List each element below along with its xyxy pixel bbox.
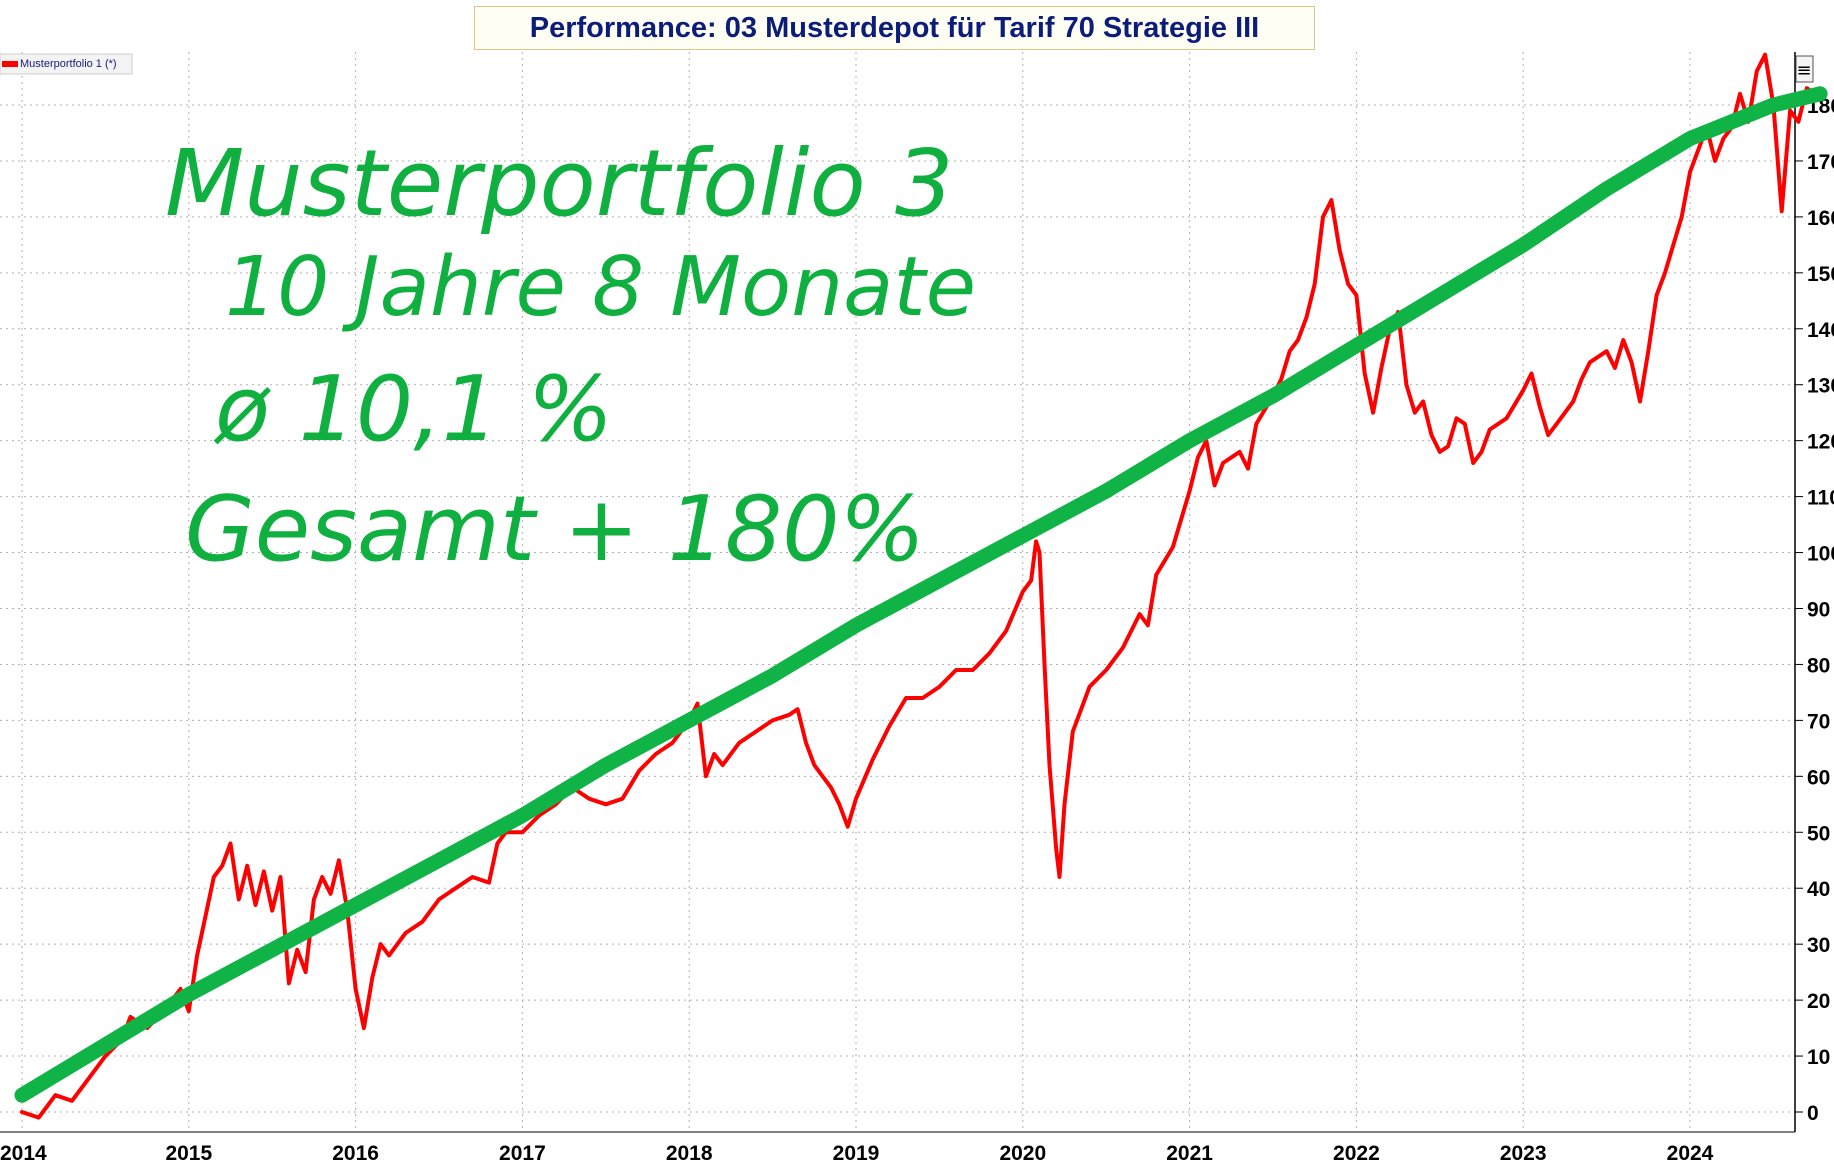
y-tick-label: 100 [1807, 543, 1834, 566]
y-tick-label: 90 [1807, 599, 1830, 622]
y-tick-label: 60 [1807, 766, 1830, 789]
x-tick-label: 2016 [332, 1142, 379, 1165]
x-tick-label: 2017 [499, 1142, 546, 1165]
y-tick-label: 170 [1807, 151, 1834, 174]
handwritten-annotation: Musterportfolio 3 10 Jahre 8 Monate ø 10… [165, 130, 976, 582]
legend: Musterportfolio 1 (*) [0, 53, 133, 75]
y-tick-label: 160 [1807, 207, 1834, 230]
y-tick-label: 10 [1807, 1046, 1830, 1069]
annotation-line-3: ø 10,1 % [213, 357, 613, 462]
axes: 0 10 20 30 40 50 60 70 80 90 100 110 120 130 140 150 160… [0, 52, 1834, 1165]
scroll-button[interactable]: ≡ [1795, 55, 1814, 83]
annotation-line-1: Musterportfolio 3 [165, 130, 954, 237]
x-tick-label: 2023 [1500, 1142, 1547, 1165]
x-tick-label: 2021 [1166, 1142, 1213, 1165]
y-tick-label: 110 [1807, 487, 1834, 510]
series-layer [14, 52, 1828, 1120]
legend-box [0, 53, 133, 75]
y-tick-label: 130 [1807, 375, 1834, 398]
chart-title: Performance: 03 Musterdepot für Tarif 70… [474, 6, 1315, 50]
y-tick-label: 140 [1807, 319, 1834, 342]
y-tick-label: 50 [1807, 822, 1830, 845]
grid-lines [0, 52, 1795, 1132]
x-tick-label: 2014 [0, 1142, 47, 1165]
x-tick-label: 2019 [833, 1142, 880, 1165]
y-tick-label: 20 [1807, 990, 1830, 1013]
annotation-line-4: Gesamt + 180% [185, 477, 925, 582]
x-tick-label: 2022 [1333, 1142, 1380, 1165]
y-tick-label: 150 [1807, 263, 1834, 286]
y-tick-label: 30 [1807, 934, 1830, 957]
annotation-line-2: 10 Jahre 8 Monate [225, 240, 976, 335]
legend-label: Musterportfolio 1 (*) [20, 58, 117, 70]
x-tick-label: 2024 [1667, 1142, 1714, 1165]
x-tick-label: 2020 [999, 1142, 1046, 1165]
x-tick-label: 2018 [666, 1142, 713, 1165]
y-tick-label: 120 [1807, 431, 1834, 454]
y-tick-label: 70 [1807, 710, 1830, 733]
y-tick-label: 80 [1807, 654, 1830, 677]
scroll-button-icon: ≡ [1796, 60, 1811, 81]
x-tick-label: 2015 [165, 1142, 212, 1165]
y-tick-label: 40 [1807, 878, 1830, 901]
y-tick-label: 0 [1807, 1102, 1819, 1125]
legend-swatch [2, 61, 18, 67]
series-portfolio-line [20, 52, 1818, 1120]
series-trend-line [14, 86, 1828, 1103]
